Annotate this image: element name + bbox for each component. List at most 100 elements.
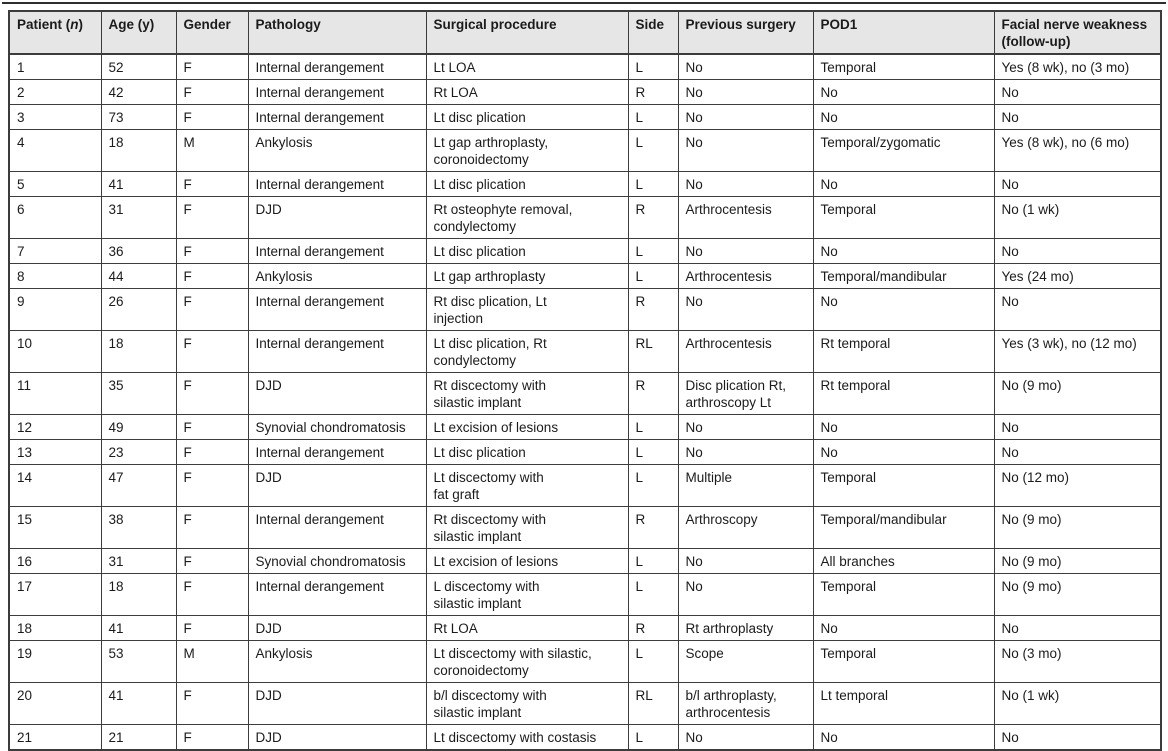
table-cell: No [812,615,995,641]
table-cell: Multiple [677,464,814,507]
table-cell: 2 [8,79,102,105]
table-cell: Lt disc plication [425,238,629,264]
col-header-pathology: Pathology [247,10,427,55]
table-cell: Internal derangement [247,238,427,264]
table-cell: L [627,104,679,130]
table-body: 1 52 F Internal derangement Lt LOA L No Tempora… [8,53,1162,751]
table-cell: 5 [8,171,102,197]
table-cell: Rt discectomy with silastic implant [425,506,629,549]
table-cell: Yes (8 wk), no (6 mo) [993,129,1162,172]
table-cell: F [175,196,249,239]
table-cell: No (3 mo) [993,640,1162,683]
table-cell: L [627,724,679,751]
table-cell: No [812,414,995,440]
table-cell: Temporal [812,196,995,239]
table-cell: L [627,439,679,465]
table-cell: 19 [8,640,102,683]
table-cell: 12 [8,414,102,440]
col-header-gender: Gender [175,10,249,55]
table-cell: Lt temporal [812,682,995,725]
table-cell: No [993,79,1162,105]
table-cell: 3 [8,104,102,130]
table-cell: No [677,238,814,264]
table-cell: F [175,330,249,373]
table-row: 11 35 F DJD Rt discectomy with silastic impl… [8,372,1162,415]
table-cell: 41 [100,171,177,197]
table-cell: Rt temporal [812,372,995,415]
table-row: 10 18 F Internal derangement Lt disc plicati… [8,330,1162,373]
table-cell: Lt excision of lesions [425,548,629,574]
table-cell: Internal derangement [247,53,427,80]
table-cell: Temporal [812,640,995,683]
table-row: 18 41 F DJD Rt LOA R Rt arthroplasty No No [8,615,1162,641]
table-cell: DJD [247,615,427,641]
table-cell: 38 [100,506,177,549]
table-cell: 73 [100,104,177,130]
table-cell: 4 [8,129,102,172]
table-cell: No [993,615,1162,641]
table-cell: L [627,263,679,289]
table-cell: Lt disc plication [425,104,629,130]
table-cell: F [175,464,249,507]
table-cell: F [175,724,249,751]
table-cell: No (12 mo) [993,464,1162,507]
table-cell: 10 [8,330,102,373]
table-cell: No [677,53,814,80]
table-cell: Internal derangement [247,439,427,465]
table-cell: F [175,104,249,130]
table-cell: Rt LOA [425,79,629,105]
table-header-row: Patient (n) Age (y) Gender Pathology Sur… [8,10,1162,55]
table-cell: No [677,129,814,172]
table-cell: L [627,640,679,683]
table-cell: F [175,372,249,415]
table-cell: L [627,129,679,172]
table-cell: No [812,238,995,264]
table-cell: Lt gap arthroplasty, coronoidectomy [425,129,629,172]
table-row: 7 36 F Internal derangement Lt disc plicatio… [8,238,1162,264]
table-cell: Internal derangement [247,79,427,105]
table-cell: 36 [100,238,177,264]
col-header-pod1: POD1 [812,10,995,55]
table-cell: RL [627,330,679,373]
table-cell: Lt gap arthroplasty [425,263,629,289]
table-cell: Lt disc plication [425,171,629,197]
table-cell: 15 [8,506,102,549]
table-cell: 47 [100,464,177,507]
table-cell: No [993,171,1162,197]
table-cell: Lt LOA [425,53,629,80]
table-cell: Internal derangement [247,288,427,331]
table-cell: Internal derangement [247,104,427,130]
table-row: 20 41 F DJD b/l discectomy with silastic imp… [8,682,1162,725]
table-cell: Lt disc plication [425,439,629,465]
table-cell: L [627,171,679,197]
table-cell: 11 [8,372,102,415]
table-row: 19 53 M Ankylosis Lt discectomy with silasti… [8,640,1162,683]
col-header-patient: Patient (n) [8,10,102,55]
table-cell: 18 [100,573,177,616]
table-cell: Ankylosis [247,129,427,172]
table-cell: Synovial chondromatosis [247,548,427,574]
table-cell: All branches [812,548,995,574]
table-cell: Arthroscopy [677,506,814,549]
table-cell: Temporal [812,573,995,616]
table-cell: Temporal/mandibular [812,263,995,289]
table-cell: Ankylosis [247,640,427,683]
table-cell: 9 [8,288,102,331]
table-cell: No [677,414,814,440]
table-cell: L discectomy with silastic implant [425,573,629,616]
table-cell: b/l arthroplasty, arthrocentesis [677,682,814,725]
table-cell: DJD [247,724,427,751]
col-header-facial-nerve-weakness: Facial nerve weakness (follow-up) [993,10,1162,55]
table-cell: L [627,238,679,264]
table-cell: Disc plication Rt, arthroscopy Lt [677,372,814,415]
table-cell: No [812,288,995,331]
table-cell: No (9 mo) [993,372,1162,415]
table-cell: DJD [247,682,427,725]
table-top-rule [2,2,1166,4]
table-cell: Rt discectomy with silastic implant [425,372,629,415]
table-cell: L [627,548,679,574]
table-cell: 23 [100,439,177,465]
table-row: 3 73 F Internal derangement Lt disc plicatio… [8,104,1162,130]
table-cell: R [627,79,679,105]
table-cell: 1 [8,53,102,80]
